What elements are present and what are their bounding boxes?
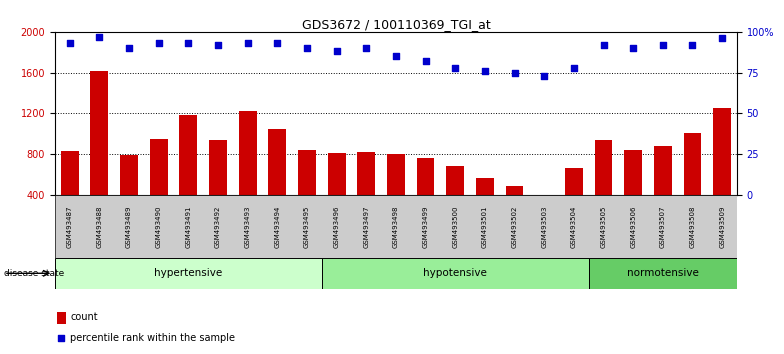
Bar (120, 155, 138, 195)
Bar (446, 166, 464, 195)
Text: GSM493503: GSM493503 (541, 205, 547, 248)
Bar (321, 258, 589, 289)
Point (93, 34, 106, 40)
Point (627, 45, 640, 51)
Bar (589, 258, 737, 289)
Text: disease state: disease state (4, 269, 64, 278)
Bar (239, 111, 256, 195)
Bar (268, 129, 286, 195)
Text: GSM493493: GSM493493 (245, 205, 251, 248)
Bar (209, 140, 227, 195)
Text: hypotensive: hypotensive (423, 268, 487, 279)
Text: GSM493489: GSM493489 (126, 205, 132, 248)
Text: GSM493487: GSM493487 (67, 205, 73, 248)
Bar (150, 139, 168, 195)
Point (360, 45, 372, 51)
Point (449, 65, 462, 70)
Bar (180, 115, 198, 195)
Text: GSM493506: GSM493506 (630, 205, 636, 248)
Text: GSM493492: GSM493492 (215, 205, 221, 248)
Point (716, 35, 728, 41)
Point (182, 40, 194, 46)
Text: GSM493494: GSM493494 (274, 205, 281, 248)
Point (123, 45, 136, 51)
Bar (61, 151, 78, 195)
Text: GSM493504: GSM493504 (571, 205, 577, 248)
Text: GSM493509: GSM493509 (719, 205, 725, 248)
Point (686, 42, 699, 48)
Bar (358, 152, 376, 195)
Text: GSM493498: GSM493498 (393, 205, 399, 248)
Bar (624, 150, 642, 195)
Bar (684, 133, 702, 195)
Bar (565, 168, 583, 195)
Point (301, 45, 314, 51)
Point (212, 42, 224, 48)
Point (55, 335, 67, 341)
Text: GSM493500: GSM493500 (452, 205, 458, 248)
Title: GDS3672 / 100110369_TGI_at: GDS3672 / 100110369_TGI_at (302, 18, 490, 31)
Bar (90, 70, 108, 195)
Text: hypertensive: hypertensive (154, 268, 223, 279)
Bar (328, 153, 346, 195)
Text: GSM493505: GSM493505 (601, 205, 607, 248)
Bar (57, 312, 66, 324)
Text: GSM493497: GSM493497 (363, 205, 369, 248)
Text: count: count (71, 312, 98, 322)
Point (538, 73, 550, 79)
Point (152, 40, 165, 46)
Bar (55, 258, 321, 289)
Bar (387, 154, 405, 195)
Bar (476, 178, 494, 195)
Bar (594, 140, 612, 195)
Text: GSM493490: GSM493490 (156, 205, 162, 248)
Text: GSM493507: GSM493507 (660, 205, 666, 248)
Text: GSM493502: GSM493502 (511, 205, 517, 248)
Text: percentile rank within the sample: percentile rank within the sample (71, 332, 235, 343)
Bar (416, 158, 434, 195)
Point (508, 70, 521, 75)
Bar (535, 195, 553, 197)
Bar (654, 146, 672, 195)
Point (419, 58, 432, 64)
Text: GSM493501: GSM493501 (482, 205, 488, 248)
Point (390, 53, 402, 59)
Bar (298, 150, 316, 195)
Text: GSM493496: GSM493496 (334, 205, 339, 248)
Point (271, 40, 284, 46)
Point (597, 42, 610, 48)
Text: GSM493508: GSM493508 (689, 205, 695, 248)
Text: GSM493491: GSM493491 (185, 205, 191, 248)
Text: GSM493488: GSM493488 (96, 205, 103, 248)
Point (478, 68, 491, 74)
Text: GSM493499: GSM493499 (423, 205, 429, 248)
Bar (506, 185, 524, 195)
Point (330, 48, 343, 54)
Bar (713, 108, 731, 195)
Point (568, 65, 580, 70)
Text: normotensive: normotensive (627, 268, 699, 279)
Point (241, 40, 254, 46)
Point (656, 42, 669, 48)
Point (64, 40, 76, 46)
Text: GSM493495: GSM493495 (304, 205, 310, 248)
